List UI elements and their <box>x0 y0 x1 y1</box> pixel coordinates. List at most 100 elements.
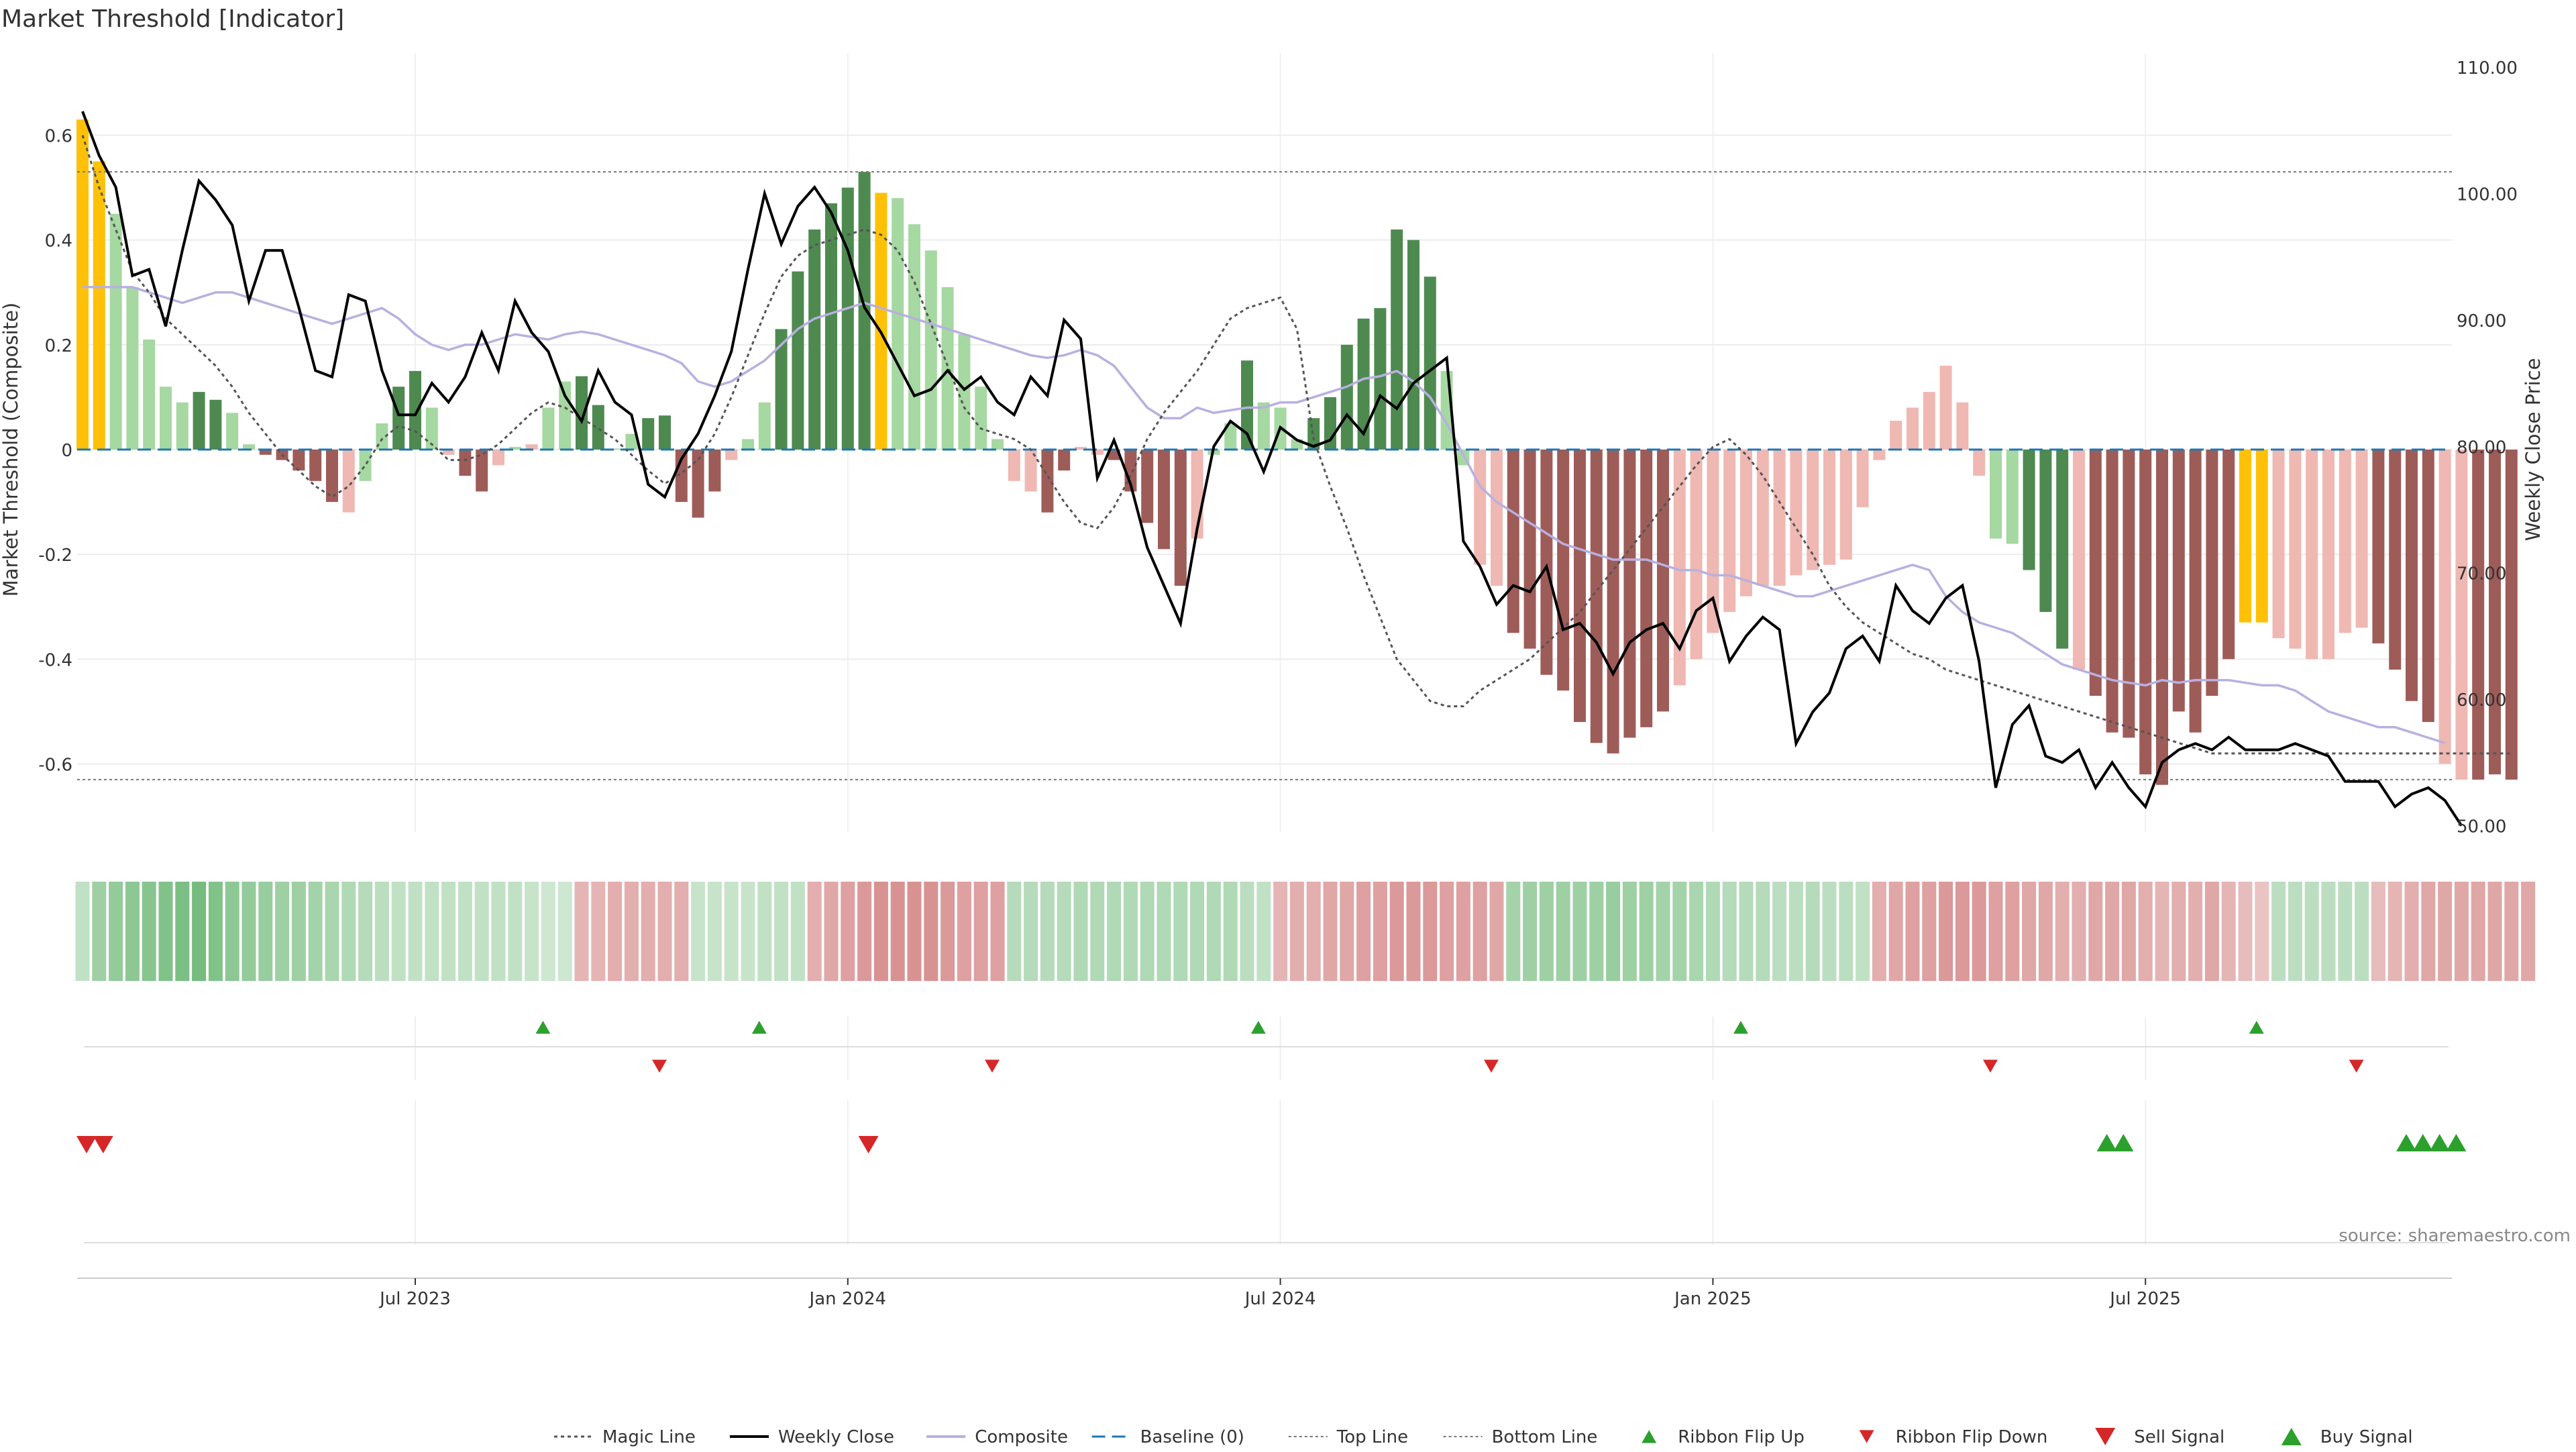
ribbon-cell <box>2238 882 2253 981</box>
buy-signal-marker <box>2446 1133 2467 1152</box>
ribbon-cell <box>1456 882 1470 981</box>
ribbon-cell <box>2005 882 2020 981</box>
ribbon-cell <box>2288 882 2302 981</box>
legend-label: Sell Signal <box>2134 1427 2224 1447</box>
composite-bar <box>1174 450 1187 586</box>
ribbon-cell <box>2138 882 2153 981</box>
ribbon-cell <box>408 882 423 981</box>
composite-bar <box>875 193 888 450</box>
ribbon-cell <box>890 882 905 981</box>
composite-bar <box>1224 423 1237 450</box>
x-tick-label: Jul 2024 <box>1244 1289 1316 1309</box>
composite-bar <box>2505 450 2518 780</box>
composite-bar <box>1523 450 1536 649</box>
composite-bar <box>359 450 372 481</box>
composite-bar <box>1623 450 1636 738</box>
ribbon-cell <box>657 882 672 981</box>
legend-label: Ribbon Flip Up <box>1678 1427 1805 1447</box>
ribbon-cell <box>1107 882 1122 981</box>
ribbon-flip-down-marker <box>2349 1059 2364 1073</box>
legend-swatch-flip-down <box>1859 1430 1874 1443</box>
composite-bar <box>808 229 821 450</box>
legend-label: Ribbon Flip Down <box>1896 1427 2048 1447</box>
legend-label: Composite <box>975 1427 1068 1447</box>
composite-bar <box>1124 450 1137 492</box>
ribbon-cell <box>2121 882 2136 981</box>
composite-bar <box>858 172 871 450</box>
composite-bar <box>608 448 621 450</box>
composite-bar <box>941 287 954 450</box>
ribbon-cell <box>641 882 655 981</box>
ribbon-cell <box>924 882 938 981</box>
ribbon-cell <box>2321 882 2336 981</box>
composite-bar <box>1540 450 1553 675</box>
composite-bar <box>2239 450 2251 623</box>
ribbon-cell <box>2355 882 2369 981</box>
composite-bar <box>559 381 572 450</box>
ribbon-cell <box>1123 882 1138 981</box>
composite-bar <box>2056 450 2069 649</box>
ribbon-cell <box>491 882 506 981</box>
ribbon-cell <box>308 882 323 981</box>
composite-bar <box>1574 450 1586 723</box>
sell-signal-marker <box>76 1135 97 1154</box>
ribbon-cell <box>275 882 290 981</box>
ribbon-cell <box>2155 882 2169 981</box>
left-tick-label: 0.6 <box>45 127 72 147</box>
composite-bar <box>1590 450 1603 743</box>
ribbon-cell <box>1689 882 1704 981</box>
composite-bar <box>109 213 122 450</box>
ribbon-cell <box>674 882 689 981</box>
composite-bar <box>2073 450 2085 670</box>
buy-signal-marker <box>2429 1133 2450 1152</box>
x-tick-label: Jul 2023 <box>378 1289 451 1309</box>
ribbon-cell <box>2171 882 2186 981</box>
ribbon-cell <box>1606 882 1621 981</box>
x-tick-label: Jan 2025 <box>1673 1289 1752 1309</box>
composite-bar <box>2422 450 2434 723</box>
ribbon-cell <box>391 882 406 981</box>
composite-bar <box>259 450 272 455</box>
composite-bar <box>226 413 239 450</box>
legend-swatch-flip-up <box>1642 1430 1657 1443</box>
ribbon-cell <box>1206 882 1221 981</box>
ribbon-cell <box>1057 882 1071 981</box>
left-tick-label: 0 <box>61 441 72 461</box>
ribbon-cell <box>142 882 156 981</box>
ribbon-cell <box>1423 882 1438 981</box>
composite-bar <box>2306 450 2318 660</box>
ribbon-cell <box>1140 882 1155 981</box>
ribbon-cell <box>1622 882 1637 981</box>
ribbon-cell <box>2088 882 2103 981</box>
ribbon-cell <box>957 882 971 981</box>
ribbon-cell <box>1656 882 1670 981</box>
right-tick-label: 80.00 <box>2457 437 2506 458</box>
ribbon-cell <box>2188 882 2203 981</box>
composite-bar <box>2123 450 2135 738</box>
composite-bar <box>542 407 555 450</box>
right-tick-label: 50.00 <box>2457 817 2506 837</box>
ribbon-cell <box>973 882 988 981</box>
ylabel-left: Market Threshold (Composite) <box>0 303 22 597</box>
composite-bar <box>2106 450 2118 733</box>
ribbon-flip-up-marker <box>535 1021 551 1034</box>
ribbon-cell <box>508 882 523 981</box>
composite-bar <box>1873 450 1886 460</box>
ribbon-cell <box>1939 882 1953 981</box>
ribbon-cell <box>1805 882 1820 981</box>
composite-bar <box>592 405 604 450</box>
ribbon-cell <box>1389 882 1404 981</box>
ribbon-cell <box>2421 882 2436 981</box>
composite-bar <box>1058 450 1071 471</box>
composite-bar <box>1640 450 1653 727</box>
ribbon-cell <box>691 882 706 981</box>
ribbon-cell <box>1539 882 1554 981</box>
ribbon-cell <box>1073 882 1088 981</box>
legend-label: Magic Line <box>602 1427 696 1447</box>
ribbon-flip-up-marker <box>1733 1021 1748 1034</box>
composite-bar <box>525 444 538 450</box>
composite-bar <box>93 161 105 450</box>
composite-bar <box>2139 450 2152 775</box>
composite-bar <box>1607 450 1619 754</box>
